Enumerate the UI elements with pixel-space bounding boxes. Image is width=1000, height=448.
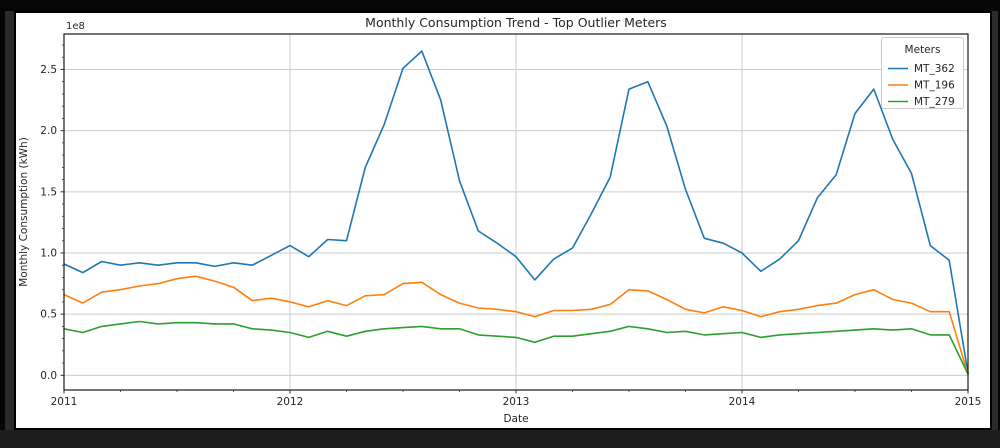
- x-axis-label: Date: [503, 413, 528, 425]
- y-tick-label: 1.0: [40, 247, 57, 259]
- x-tick-label: 2013: [503, 396, 530, 408]
- chart-title: Monthly Consumption Trend - Top Outlier …: [365, 15, 667, 30]
- y-tick-label: 2.5: [40, 64, 57, 76]
- legend: Meters MT_362 MT_196 MT_279: [881, 37, 964, 109]
- plot-area: 2011 2012 2013 2014 2015 0.0 0.5 1.0 1.5 2.0 2.5 Mo…: [18, 15, 982, 425]
- legend-box: [881, 37, 964, 109]
- legend-label-MT_279: MT_279: [914, 96, 955, 108]
- series-line-MT_196: [63, 275, 969, 375]
- legend-title: Meters: [905, 44, 941, 56]
- window-chrome-bottom: [0, 430, 1000, 448]
- x-tick-label: 2011: [51, 396, 78, 408]
- matplotlib-figure: 2011 2012 2013 2014 2015 0.0 0.5 1.0 1.5 2.0 2.5 Mo…: [14, 11, 992, 430]
- y-tick-label: 0.0: [40, 370, 57, 382]
- x-tick-label: 2015: [955, 396, 982, 408]
- x-tick-label: 2014: [729, 396, 756, 408]
- y-axis-label: Monthly Consumption (kWh): [18, 137, 30, 287]
- series-line-MT_362: [63, 50, 969, 374]
- legend-label-MT_362: MT_362: [914, 63, 955, 75]
- legend-label-MT_196: MT_196: [914, 80, 955, 92]
- series-line-MT_279: [63, 320, 969, 375]
- y-tick-label: 2.0: [40, 125, 57, 137]
- y-axis-offset-text: 1e8: [66, 21, 85, 32]
- y-tick-label: 0.5: [40, 309, 57, 321]
- y-tick-label: 1.5: [40, 186, 57, 198]
- x-tick-label: 2012: [277, 396, 304, 408]
